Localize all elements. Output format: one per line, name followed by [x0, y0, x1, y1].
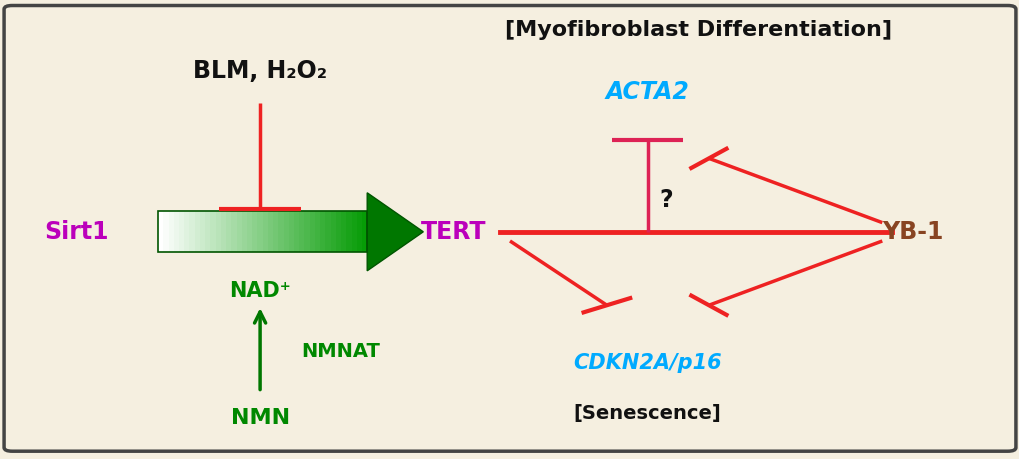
Text: Sirt1: Sirt1 — [44, 220, 109, 244]
Bar — [184, 211, 191, 252]
Bar — [205, 211, 211, 252]
Bar — [288, 211, 294, 252]
Text: [Myofibroblast Differentiation]: [Myofibroblast Differentiation] — [504, 20, 892, 40]
Bar — [283, 211, 289, 252]
Text: [Senescence]: [Senescence] — [574, 403, 720, 423]
Bar — [278, 211, 284, 252]
Bar — [346, 211, 353, 252]
Bar — [310, 211, 316, 252]
Bar — [173, 211, 180, 252]
Bar — [210, 211, 216, 252]
Bar — [158, 211, 367, 252]
Bar — [340, 211, 346, 252]
Bar — [315, 211, 321, 252]
Bar — [179, 211, 185, 252]
Bar — [352, 211, 358, 252]
Bar — [215, 211, 222, 252]
Bar — [195, 211, 201, 252]
Bar — [320, 211, 326, 252]
Bar — [168, 211, 174, 252]
Bar — [335, 211, 341, 252]
Text: NMNAT: NMNAT — [301, 341, 379, 361]
Bar — [357, 211, 363, 252]
Bar — [299, 211, 306, 252]
Bar — [273, 211, 279, 252]
Text: YB-1: YB-1 — [881, 220, 943, 244]
Bar — [236, 211, 243, 252]
Text: CDKN2A/p16: CDKN2A/p16 — [573, 353, 721, 373]
Bar — [158, 211, 164, 252]
Bar — [252, 211, 258, 252]
Text: TERT: TERT — [421, 220, 486, 244]
Bar — [330, 211, 336, 252]
Bar — [231, 211, 237, 252]
Bar — [200, 211, 206, 252]
Text: ?: ? — [658, 188, 673, 212]
Text: NMN: NMN — [230, 408, 289, 428]
Bar — [242, 211, 248, 252]
Bar — [263, 211, 269, 252]
FancyBboxPatch shape — [4, 6, 1015, 451]
Bar — [190, 211, 196, 252]
Bar — [163, 211, 169, 252]
Polygon shape — [367, 193, 423, 271]
Bar — [226, 211, 232, 252]
Bar — [305, 211, 311, 252]
Text: BLM, H₂O₂: BLM, H₂O₂ — [193, 59, 327, 83]
Bar — [257, 211, 264, 252]
Bar — [268, 211, 274, 252]
Bar — [362, 211, 368, 252]
Bar — [325, 211, 331, 252]
Bar — [293, 211, 300, 252]
Text: ACTA2: ACTA2 — [605, 80, 689, 104]
Bar — [221, 211, 227, 252]
Text: NAD⁺: NAD⁺ — [229, 281, 290, 302]
Bar — [247, 211, 253, 252]
